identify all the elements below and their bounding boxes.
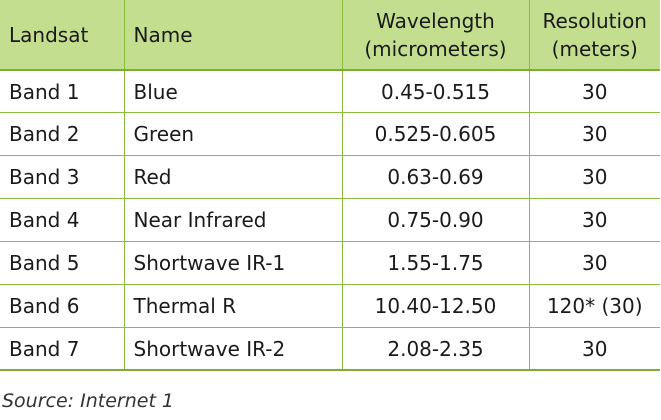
cell-wavelength: 2.08-2.35 [342, 327, 530, 372]
cell-landsat: Band 1 [0, 70, 125, 114]
table-header-row: Landsat Name Wavelength (micrometers) Re… [0, 0, 660, 71]
cell-name: Shortwave IR-1 [124, 241, 343, 285]
cell-landsat: Band 4 [0, 198, 125, 243]
table-row: Band 5 Shortwave IR-1 1.55-1.75 30 [0, 241, 660, 285]
cell-resolution: 30 [529, 155, 660, 200]
cell-resolution: 120* (30) [529, 284, 660, 328]
header-resolution: Resolution (meters) [529, 0, 660, 71]
landsat-bands-table: Landsat Name Wavelength (micrometers) Re… [0, 0, 660, 372]
cell-resolution: 30 [529, 70, 660, 114]
header-name: Name [124, 0, 343, 71]
header-wavelength: Wavelength (micrometers) [342, 0, 530, 71]
cell-wavelength: 0.45-0.515 [342, 70, 530, 114]
cell-landsat: Band 5 [0, 241, 125, 285]
table-row: Band 2 Green 0.525-0.605 30 [0, 112, 660, 157]
source-caption: Source: Internet 1 [2, 390, 175, 412]
cell-landsat: Band 3 [0, 155, 125, 200]
cell-resolution: 30 [529, 241, 660, 285]
cell-wavelength: 1.55-1.75 [342, 241, 530, 285]
cell-landsat: Band 6 [0, 284, 125, 328]
cell-resolution: 30 [529, 112, 660, 157]
cell-landsat: Band 2 [0, 112, 125, 157]
table-row: Band 7 Shortwave IR-2 2.08-2.35 30 [0, 327, 660, 372]
table-row: Band 1 Blue 0.45-0.515 30 [0, 70, 660, 114]
cell-name: Blue [124, 70, 343, 114]
cell-wavelength: 0.63-0.69 [342, 155, 530, 200]
header-landsat: Landsat [0, 0, 125, 71]
table-body: Band 1 Blue 0.45-0.515 30 Band 2 Green 0… [0, 70, 660, 372]
cell-wavelength: 0.75-0.90 [342, 198, 530, 243]
cell-landsat: Band 7 [0, 327, 125, 372]
cell-wavelength: 0.525-0.605 [342, 112, 530, 157]
table-row: Band 3 Red 0.63-0.69 30 [0, 155, 660, 200]
cell-name: Red [124, 155, 343, 200]
table-row: Band 4 Near Infrared 0.75-0.90 30 [0, 198, 660, 243]
cell-wavelength: 10.40-12.50 [342, 284, 530, 328]
cell-name: Green [124, 112, 343, 157]
cell-name: Shortwave IR-2 [124, 327, 343, 372]
table-row: Band 6 Thermal R 10.40-12.50 120* (30) [0, 284, 660, 328]
cell-resolution: 30 [529, 327, 660, 372]
cell-name: Thermal R [124, 284, 343, 328]
cell-resolution: 30 [529, 198, 660, 243]
cell-name: Near Infrared [124, 198, 343, 243]
